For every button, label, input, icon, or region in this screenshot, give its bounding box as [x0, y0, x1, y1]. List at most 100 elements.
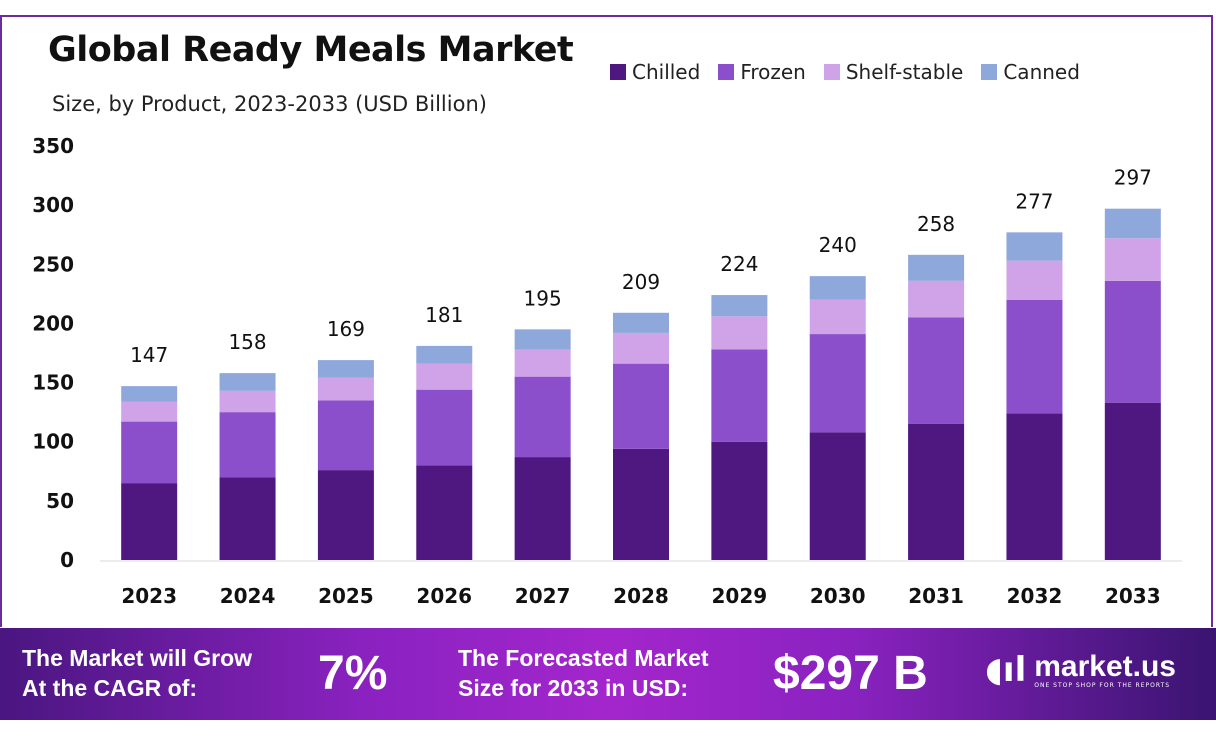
y-tick-label: 150 — [32, 371, 74, 395]
total-data-label: 209 — [622, 270, 660, 294]
bar-segment-shelf-stable — [1006, 260, 1063, 300]
bar-segment-canned — [613, 312, 669, 333]
brand-logo: ◖ıl market.us ONE STOP SHOP FOR THE REPO… — [985, 650, 1176, 690]
forecast-value: $297 B — [773, 647, 928, 700]
logo-icon: ◖ıl — [985, 650, 1027, 690]
bar-segment-canned — [809, 276, 866, 300]
x-tick-label: 2027 — [515, 584, 571, 608]
x-tick-label: 2025 — [318, 584, 374, 608]
bar-segment-frozen — [809, 334, 866, 433]
total-data-label: 181 — [425, 303, 463, 327]
bar-segment-chilled — [908, 423, 965, 560]
bar-segment-chilled — [613, 448, 669, 560]
bar-segment-frozen — [908, 317, 965, 424]
bar-segment-frozen — [514, 376, 571, 458]
bar-segment-chilled — [317, 470, 374, 560]
total-data-label: 277 — [1015, 189, 1053, 213]
bar-segment-shelf-stable — [809, 299, 866, 335]
bar-segment-canned — [1006, 232, 1063, 261]
bar-segment-frozen — [1104, 280, 1161, 403]
total-data-label: 224 — [720, 252, 758, 276]
x-tick-label: 2023 — [121, 584, 177, 608]
legend-label: Frozen — [740, 60, 806, 84]
bar-chart: 0 50 100 150 200 250 300 350 147 2023 158 2024 169 20… — [32, 134, 1182, 608]
legend-swatch — [981, 64, 998, 80]
y-tick-label: 350 — [32, 134, 74, 158]
legend-label: Canned — [1003, 60, 1080, 84]
x-tick-label: 2031 — [908, 584, 964, 608]
forecast-label-line2: Size for 2033 in USD: — [458, 675, 689, 701]
x-tick-label: 2028 — [613, 584, 669, 608]
total-data-label: 158 — [228, 330, 266, 354]
y-tick-label: 0 — [60, 548, 74, 572]
bar-segment-frozen — [219, 412, 276, 478]
cagr-label: The Market will Grow At the CAGR of: — [22, 643, 252, 703]
x-tick-label: 2033 — [1105, 584, 1161, 608]
bar-segment-frozen — [416, 389, 473, 466]
bar-segment-shelf-stable — [416, 363, 473, 390]
y-tick-label: 50 — [46, 489, 74, 513]
bar-segment-frozen — [711, 349, 768, 442]
cagr-value: 7% — [318, 647, 388, 700]
legend-label: Chilled — [632, 60, 701, 84]
bar-segment-chilled — [809, 432, 866, 560]
forecast-label-line1: The Forecasted Market — [458, 645, 709, 671]
brand-name: market.us — [1034, 649, 1176, 683]
bar-segment-frozen — [121, 421, 178, 484]
legend-item-frozen: Frozen — [718, 60, 806, 84]
chart-title: Global Ready Meals Market — [48, 30, 574, 70]
total-data-label: 169 — [327, 317, 365, 341]
bar-segment-shelf-stable — [219, 390, 276, 413]
x-tick-label: 2030 — [810, 584, 866, 608]
bar-segment-shelf-stable — [711, 316, 768, 350]
bar-segment-canned — [219, 373, 276, 391]
bar-segment-canned — [416, 345, 473, 364]
x-tick-label: 2032 — [1007, 584, 1063, 608]
y-tick-label: 250 — [32, 252, 74, 276]
bar-segment-chilled — [121, 483, 178, 560]
total-data-label: 195 — [524, 286, 562, 310]
bar-segment-shelf-stable — [317, 377, 374, 401]
bar-segment-canned — [317, 360, 374, 378]
bar-segment-frozen — [317, 400, 374, 471]
total-data-label: 240 — [819, 233, 857, 257]
legend-swatch — [610, 64, 626, 80]
bar-segment-chilled — [1006, 413, 1063, 560]
bar-segment-canned — [908, 254, 965, 281]
bar-segment-chilled — [416, 465, 473, 560]
x-tick-label: 2026 — [416, 584, 472, 608]
y-tick-label: 200 — [32, 311, 74, 335]
total-data-label: 258 — [917, 212, 955, 236]
bar-segment-chilled — [514, 457, 571, 560]
bar-segment-shelf-stable — [121, 401, 178, 422]
x-tick-label: 2029 — [712, 584, 768, 608]
total-data-label: 297 — [1114, 166, 1152, 190]
legend-label: Shelf-stable — [845, 60, 964, 84]
x-tick-label: 2024 — [220, 584, 276, 608]
legend-swatch — [823, 64, 840, 80]
chart-frame — [0, 15, 1213, 627]
legend: Chilled Frozen Shelf-stable Canned — [610, 60, 1080, 84]
cagr-label-line1: The Market will Grow — [22, 645, 253, 671]
bar-segment-chilled — [219, 477, 276, 560]
bar-segment-canned — [121, 386, 178, 402]
bar-segment-frozen — [613, 363, 669, 449]
total-data-label: 147 — [130, 343, 168, 367]
legend-swatch — [718, 64, 735, 80]
brand-tagline: ONE STOP SHOP FOR THE REPORTS — [1034, 681, 1171, 689]
bar-segment-chilled — [711, 441, 768, 560]
bar-segment-canned — [1104, 208, 1161, 239]
bar-segment-canned — [711, 295, 768, 317]
bar-segment-shelf-stable — [613, 332, 669, 364]
bar-segment-canned — [514, 329, 571, 350]
footer-banner: The Market will Grow At the CAGR of: 7% … — [0, 628, 1216, 720]
bar-segment-frozen — [1006, 299, 1063, 414]
bar-segment-chilled — [1104, 402, 1161, 560]
y-tick-label: 300 — [32, 193, 74, 217]
bar-segment-shelf-stable — [908, 280, 965, 318]
bar-segment-shelf-stable — [1104, 238, 1161, 281]
y-tick-label: 100 — [32, 430, 74, 454]
legend-item-chilled: Chilled — [610, 60, 700, 84]
legend-item-canned: Canned — [981, 60, 1080, 84]
bar-segment-shelf-stable — [514, 349, 571, 377]
